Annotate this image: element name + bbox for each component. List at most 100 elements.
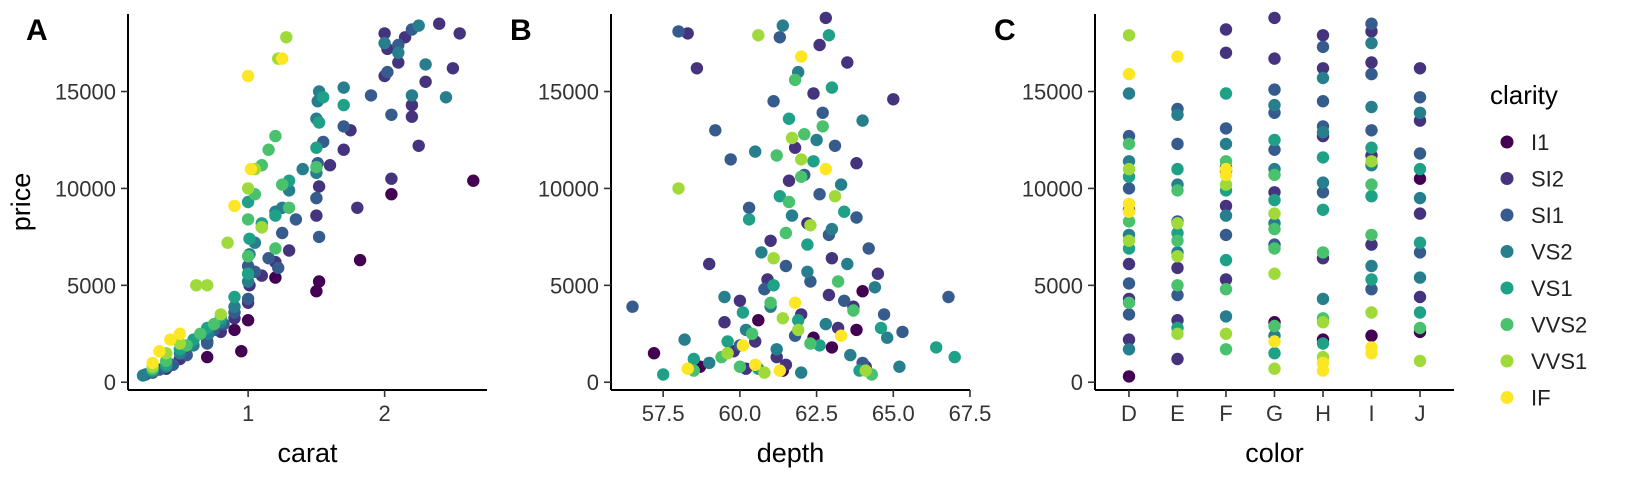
data-point <box>1219 168 1233 182</box>
data-point <box>1268 335 1281 348</box>
data-point <box>825 252 839 265</box>
y-tick-label: 10000 <box>1022 176 1083 201</box>
data-point <box>1171 261 1184 275</box>
data-point <box>773 190 786 203</box>
data-point <box>1122 308 1136 321</box>
data-point <box>164 333 177 346</box>
data-point <box>868 281 882 294</box>
data-point <box>1171 137 1184 151</box>
data-point <box>214 308 227 321</box>
y-tick-label: 15000 <box>55 80 116 105</box>
legend-swatch <box>1500 245 1514 258</box>
data-point <box>1413 271 1427 284</box>
data-point <box>672 182 685 195</box>
data-point <box>709 124 722 137</box>
legend-label: VS1 <box>1531 276 1573 301</box>
x-tick-label: G <box>1266 401 1283 426</box>
data-point <box>795 170 808 183</box>
data-point <box>439 91 453 104</box>
y-tick-label: 10000 <box>538 176 599 201</box>
points-a <box>136 17 480 382</box>
data-point <box>1171 279 1184 292</box>
data-point <box>1365 347 1378 360</box>
data-point <box>272 261 285 275</box>
data-point <box>773 364 786 377</box>
legend-label: IF <box>1531 386 1551 411</box>
data-point <box>276 178 289 191</box>
data-point <box>1268 362 1281 375</box>
data-point <box>1219 122 1233 135</box>
data-point <box>1122 87 1136 100</box>
data-point <box>813 38 826 52</box>
data-point <box>364 89 378 102</box>
data-point <box>1365 17 1378 30</box>
x-axis-title: carat <box>277 438 338 468</box>
data-point <box>795 153 808 166</box>
x-tick-label: I <box>1368 401 1374 426</box>
legend-swatch <box>1500 135 1514 149</box>
data-point <box>703 356 716 370</box>
data-point <box>312 275 326 288</box>
data-point <box>1122 296 1136 309</box>
data-point <box>1316 176 1330 189</box>
data-point <box>282 244 296 257</box>
data-point <box>1268 143 1281 156</box>
x-tick-label: 62.5 <box>795 401 838 426</box>
data-point <box>392 46 405 59</box>
data-point <box>755 246 768 259</box>
data-point <box>801 265 814 278</box>
data-point <box>788 296 802 309</box>
data-point <box>782 112 796 125</box>
data-point <box>819 11 832 25</box>
data-point <box>822 288 836 302</box>
data-point <box>838 294 851 307</box>
x-tick-label: J <box>1415 401 1426 426</box>
data-point <box>201 350 214 364</box>
data-point <box>1316 337 1330 350</box>
data-point <box>412 19 425 32</box>
x-tick-label: 2 <box>378 401 390 426</box>
data-point <box>1413 106 1427 120</box>
data-point <box>841 257 854 271</box>
data-point <box>687 352 700 366</box>
data-point <box>392 56 405 69</box>
data-point <box>767 252 780 265</box>
panel-a: A 0 5000 10000 15000 1 2 carat price <box>6 14 487 468</box>
data-point <box>871 267 885 280</box>
data-point <box>310 209 323 222</box>
data-point <box>323 159 337 172</box>
x-tick-label: 57.5 <box>642 401 685 426</box>
data-point <box>1171 162 1184 176</box>
y-tick-label: 0 <box>1071 370 1083 395</box>
data-point <box>1316 203 1330 216</box>
data-point <box>819 162 832 176</box>
y-tick-label: 0 <box>587 370 599 395</box>
data-point <box>446 62 460 75</box>
data-point <box>736 306 750 319</box>
data-point <box>353 253 367 267</box>
data-point <box>337 143 350 156</box>
data-point <box>782 174 796 187</box>
data-point <box>1365 283 1378 296</box>
data-point <box>1365 228 1378 242</box>
data-point <box>785 131 799 145</box>
data-point <box>1122 257 1136 271</box>
data-point <box>804 219 817 232</box>
data-point <box>228 323 241 337</box>
data-point <box>1171 327 1184 340</box>
legend-item: I1 <box>1500 130 1549 155</box>
x-axis-title: color <box>1245 438 1304 468</box>
data-point <box>807 87 820 100</box>
data-point <box>718 316 731 329</box>
data-point <box>831 275 845 288</box>
data-point <box>1171 234 1184 247</box>
data-point <box>822 29 836 42</box>
data-point <box>733 294 747 307</box>
y-tick-label: 10000 <box>55 176 116 201</box>
data-point <box>1365 67 1378 81</box>
data-point <box>228 290 241 304</box>
data-point <box>792 314 805 327</box>
data-point <box>194 327 207 340</box>
data-point <box>310 285 323 298</box>
data-point <box>896 325 909 339</box>
